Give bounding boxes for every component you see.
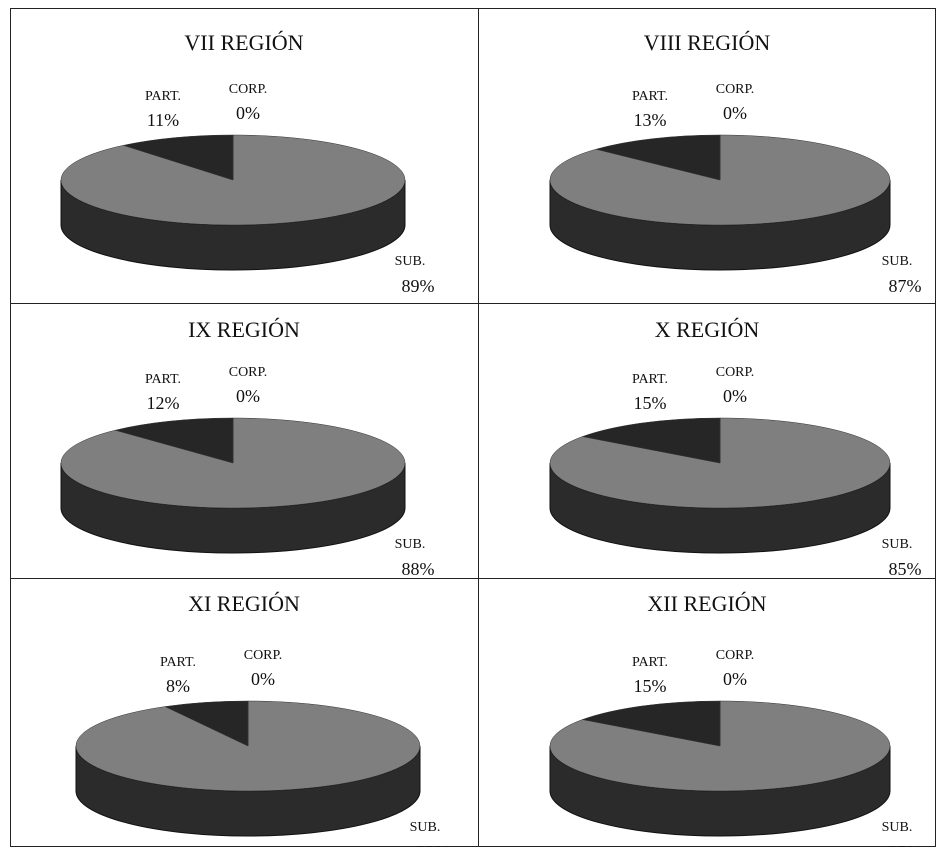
value-label: 15% (634, 393, 667, 413)
value-label: 0% (251, 669, 275, 689)
pie-slice (549, 134, 891, 226)
value-label: 92% (417, 842, 450, 847)
value-label: 88% (402, 559, 435, 579)
category-label: SUB. (882, 537, 913, 552)
value-label: 85% (889, 559, 922, 579)
value-label: 11% (147, 110, 179, 130)
pie-slice (114, 417, 234, 464)
category-label: PART. (632, 372, 668, 387)
category-label: SUB. (395, 254, 426, 269)
value-label: 0% (236, 386, 260, 406)
value-label: 13% (634, 110, 667, 130)
value-label: 89% (402, 276, 435, 296)
chart-title: IX REGIÓN (188, 317, 300, 342)
category-label: SUB. (395, 537, 426, 552)
category-label: SUB. (882, 254, 913, 269)
category-label: CORP. (229, 82, 268, 97)
chart-title: X REGIÓN (655, 317, 760, 342)
value-label: 12% (147, 393, 180, 413)
value-label: 85% (889, 842, 922, 847)
chart-title: VIII REGIÓN (644, 30, 771, 55)
value-label: 0% (723, 103, 747, 123)
value-label: 15% (634, 676, 667, 696)
category-label: CORP. (244, 648, 283, 663)
pie-slice (122, 134, 234, 181)
category-label: SUB. (882, 820, 913, 835)
category-label: CORP. (716, 365, 755, 380)
value-label: 87% (889, 276, 922, 296)
pie-slice (549, 417, 891, 509)
category-label: CORP. (716, 648, 755, 663)
value-label: 0% (236, 103, 260, 123)
value-label: 0% (723, 669, 747, 689)
pie-slice (581, 417, 721, 464)
category-label: PART. (145, 89, 181, 104)
chart-title: XII REGIÓN (647, 591, 766, 616)
pie-slice (75, 700, 421, 792)
category-label: SUB. (410, 820, 441, 835)
chart-title: XI REGIÓN (188, 591, 300, 616)
category-label: CORP. (229, 365, 268, 380)
category-label: PART. (632, 89, 668, 104)
category-label: CORP. (716, 82, 755, 97)
pie-slice (581, 700, 721, 747)
category-label: PART. (160, 655, 196, 670)
category-label: PART. (145, 372, 181, 387)
category-label: PART. (632, 655, 668, 670)
value-label: 8% (166, 676, 190, 696)
pie-slice (549, 700, 891, 792)
value-label: 0% (723, 386, 747, 406)
pie-slice (595, 134, 721, 181)
chart-title: VII REGIÓN (184, 30, 303, 55)
